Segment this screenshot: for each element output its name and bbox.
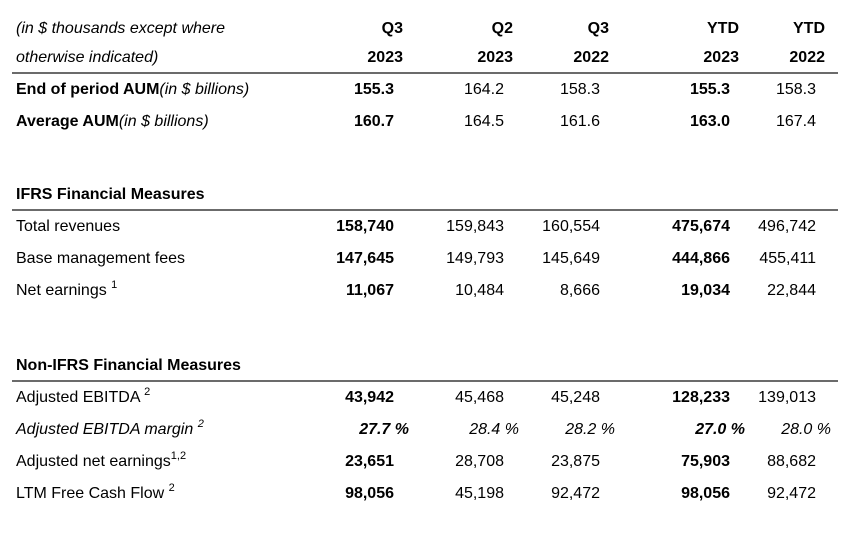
value-cell: 139,013 [758,389,816,406]
value-cell: 149,793 [446,250,504,267]
footnote-ref: 2 [168,481,175,494]
value-cell: 444,866 [672,250,730,267]
col-header-ytd-2023: YTD 2023 [600,8,739,74]
col-header-q3-2022: Q3 2022 [504,8,609,74]
row-net-earnings: Net earnings 1 11,067 10,484 8,666 19,03… [12,275,838,307]
value-cell: 23,875 [551,453,600,470]
col-header-ytd-2022: YTD 2022 [730,8,838,74]
row-ltm-free-cash-flow: LTM Free Cash Flow 2 98,056 45,198 92,47… [12,478,838,510]
value-cell: 27.7 % [359,421,409,438]
footnote-ref: 2 [197,417,204,430]
value-cell: 27.0 % [695,421,745,438]
value-cell: 92,472 [767,485,816,502]
footnote-ref: 1,2 [170,449,187,462]
financial-measures-table: (in $ thousands except where otherwise i… [12,8,838,510]
value-cell: 167.4 [775,113,816,130]
row-label: Adjusted net earnings1,2 [16,449,187,470]
row-end-of-period-aum: End of period AUM(in $ billions) 155.3 1… [12,73,838,106]
section-heading-ifrs: IFRS Financial Measures [12,174,838,211]
row-label: End of period AUM(in $ billions) [12,73,294,106]
value-cell: 163.0 [689,113,730,130]
value-cell: 155.3 [353,81,394,98]
row-total-revenues: Total revenues 158,740 159,843 160,554 4… [12,210,838,243]
row-label: LTM Free Cash Flow 2 [16,481,175,502]
units-note-line2: otherwise indicated) [16,49,159,66]
section-title: Non-IFRS Financial Measures [12,345,838,382]
section-title: IFRS Financial Measures [12,174,838,211]
value-cell: 158.3 [559,81,600,98]
value-cell: 22,844 [767,282,816,299]
col-header-q3-2023: Q3 2023 [294,8,403,74]
units-note: (in $ thousands except where otherwise i… [12,8,294,74]
value-cell: 23,651 [345,453,394,470]
value-cell: 75,903 [681,453,730,470]
units-note-line1: (in $ thousands except where [16,20,226,37]
value-cell: 8,666 [559,282,600,299]
value-cell: 147,645 [336,250,394,267]
spacer [12,138,838,174]
row-label-text: Average AUM [16,113,119,130]
value-cell: 158,740 [336,218,394,235]
value-cell: 159,843 [446,218,504,235]
row-average-aum: Average AUM(in $ billions) 160.7 164.5 1… [12,106,838,138]
value-cell: 45,248 [551,389,600,406]
value-cell: 98,056 [345,485,394,502]
value-cell: 92,472 [551,485,600,502]
value-cell: 496,742 [758,218,816,235]
row-adjusted-ebitda: Adjusted EBITDA 2 43,942 45,468 45,248 1… [12,381,838,414]
col-header-q2-2023: Q2 2023 [394,8,513,74]
row-adjusted-net-earnings: Adjusted net earnings1,2 23,651 28,708 2… [12,446,838,478]
spacer [12,307,838,345]
value-cell: 128,233 [672,389,730,406]
value-cell: 455,411 [759,250,816,267]
value-cell: 43,942 [345,389,394,406]
value-cell: 164.2 [463,81,504,98]
table-header-row: (in $ thousands except where otherwise i… [12,8,838,74]
value-cell: 145,649 [542,250,600,267]
value-cell: 161.6 [559,113,600,130]
value-cell: 28.4 % [469,421,519,438]
value-cell: 45,468 [455,389,504,406]
footnote-ref: 1 [111,278,118,291]
row-label-note: (in $ billions) [159,81,250,98]
row-label: Base management fees [16,250,185,267]
row-label: Net earnings 1 [16,278,118,299]
value-cell: 164.5 [463,113,504,130]
row-label: Adjusted EBITDA margin 2 [16,417,204,438]
row-label: Total revenues [16,218,121,235]
value-cell: 155.3 [689,81,730,98]
value-cell: 28,708 [455,453,504,470]
row-label: Adjusted EBITDA 2 [16,385,151,406]
row-label-note: (in $ billions) [118,113,209,130]
row-adjusted-ebitda-margin: Adjusted EBITDA margin 2 27.7 % 28.4 % 2… [12,414,838,446]
row-label: Average AUM(in $ billions) [12,106,294,138]
row-label-text: End of period AUM [16,81,160,98]
value-cell: 158.3 [775,81,816,98]
value-cell: 45,198 [455,485,504,502]
footnote-ref: 2 [144,385,151,398]
value-cell: 11,067 [345,282,394,299]
value-cell: 10,484 [455,282,504,299]
value-cell: 28.0 % [781,421,831,438]
row-base-management-fees: Base management fees 147,645 149,793 145… [12,243,838,275]
value-cell: 160,554 [542,218,600,235]
value-cell: 88,682 [767,453,816,470]
value-cell: 475,674 [672,218,730,235]
value-cell: 160.7 [353,113,394,130]
value-cell: 19,034 [681,282,730,299]
value-cell: 28.2 % [565,421,615,438]
section-heading-non-ifrs: Non-IFRS Financial Measures [12,345,838,382]
value-cell: 98,056 [681,485,730,502]
